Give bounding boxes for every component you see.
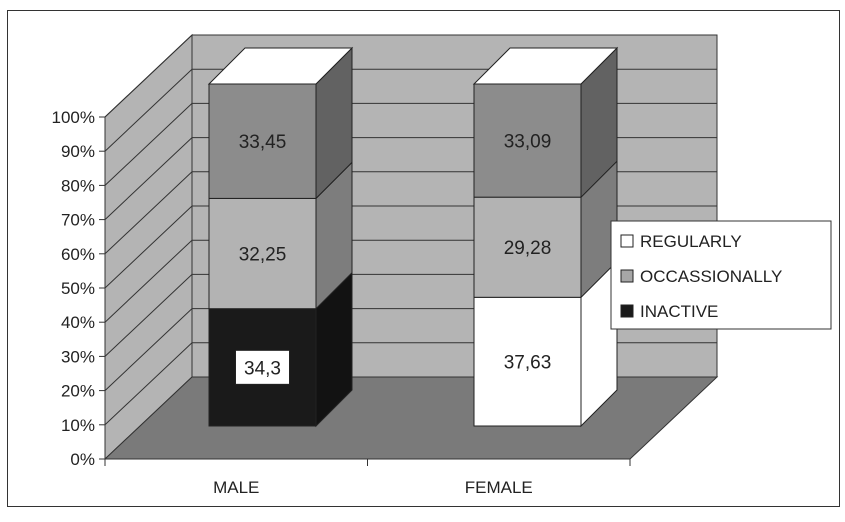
data-label: 32,25: [239, 245, 287, 266]
data-label-box: [235, 349, 290, 385]
legend: REGULARLY OCCASSIONALLY INACTIVE: [610, 220, 832, 330]
legend-swatch: [620, 304, 634, 318]
y-tick-label: 40%: [61, 313, 95, 332]
y-tick-label: 100%: [52, 108, 95, 127]
legend-swatch: [620, 234, 634, 248]
y-tick-label: 70%: [61, 211, 95, 230]
data-label: 33,09: [504, 132, 552, 153]
gridline: [104, 34, 717, 118]
legend-box: [610, 220, 832, 330]
y-tick-label: 90%: [61, 142, 95, 161]
y-tick-label: 20%: [61, 382, 95, 401]
legend-label: REGULARLY: [640, 232, 742, 251]
data-label: 33,45: [239, 132, 287, 153]
data-label: 29,28: [504, 238, 552, 259]
y-tick-label: 60%: [61, 245, 95, 264]
floor: [103, 376, 719, 460]
data-label: 34,3: [244, 358, 281, 379]
bar-segment: [208, 83, 317, 199]
y-tick-label: 10%: [61, 416, 95, 435]
x-tick-label: MALE: [213, 478, 259, 497]
y-tick-label: 50%: [61, 279, 95, 298]
legend-label: OCCASSIONALLY: [640, 267, 782, 286]
data-label: 37,63: [504, 353, 552, 374]
x-tick-label: FEMALE: [465, 478, 533, 497]
y-tick-label: 0%: [70, 450, 95, 469]
bar-top: [207, 47, 354, 85]
legend-label: INACTIVE: [640, 302, 718, 321]
y-tick-label: 80%: [61, 176, 95, 195]
bar-top: [472, 47, 619, 85]
bar-segment: [473, 83, 582, 198]
legend-swatch: [620, 269, 634, 283]
bar-segment: [473, 296, 582, 427]
y-tick-label: 30%: [61, 347, 95, 366]
